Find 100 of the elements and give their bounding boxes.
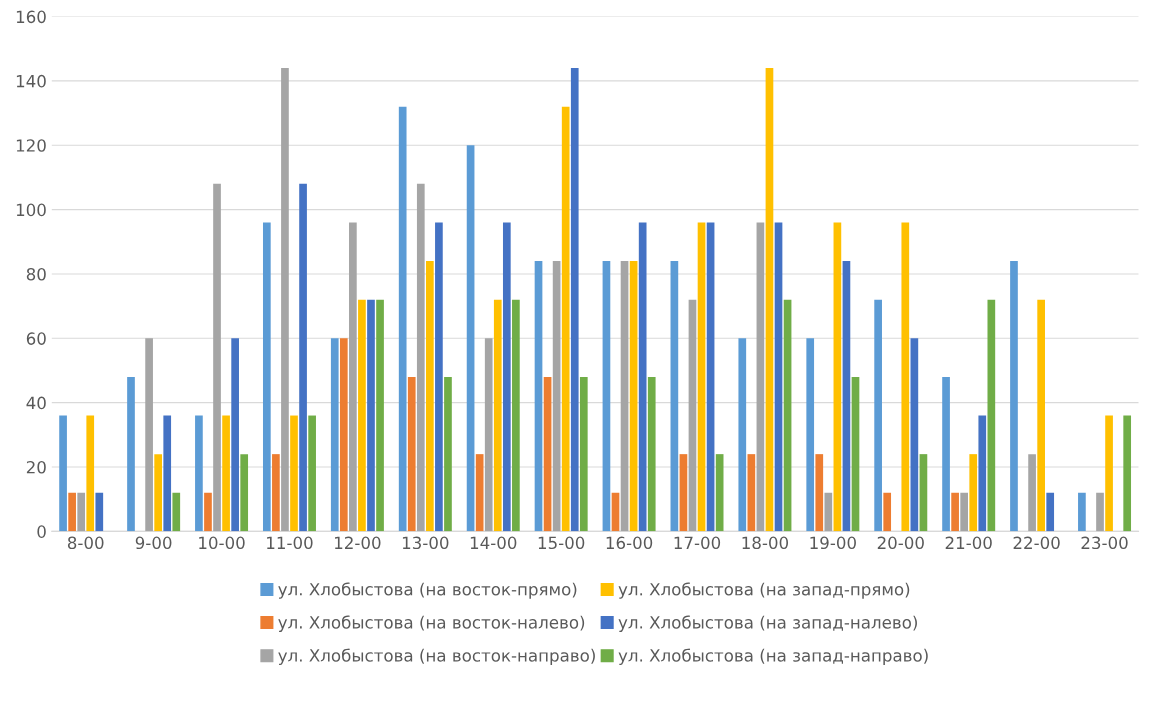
bar — [172, 492, 181, 532]
bar — [570, 68, 579, 532]
x-tick-label: 13-00 — [402, 536, 449, 550]
bar — [349, 222, 357, 532]
bar — [969, 454, 978, 532]
x-tick-label: 19-00 — [810, 536, 856, 550]
legend-label: ул. Хлобыстова (на запад-налево) — [618, 615, 917, 632]
bar — [951, 492, 959, 532]
bar — [145, 338, 153, 532]
bar — [833, 222, 842, 532]
bar — [629, 261, 638, 532]
x-tick-label: 12-00 — [335, 536, 381, 550]
x-tick-label: 17-00 — [674, 536, 721, 550]
bar — [774, 222, 783, 532]
bar — [883, 492, 892, 532]
x-tick-label: 21-00 — [945, 536, 992, 550]
bar — [978, 415, 987, 532]
bar — [154, 454, 163, 532]
bar — [272, 454, 280, 532]
bar — [416, 183, 425, 532]
x-tick-label: 16-00 — [606, 536, 653, 550]
y-tick-label: 20 — [26, 460, 46, 474]
bar — [222, 415, 230, 532]
bar — [815, 454, 824, 532]
bar — [765, 68, 774, 532]
bar — [679, 454, 688, 532]
bar — [1028, 454, 1036, 532]
y-tick-label: 80 — [26, 267, 46, 281]
x-tick-label: 9-00 — [135, 536, 172, 550]
bar — [398, 106, 407, 532]
bar — [552, 261, 561, 532]
bar — [281, 68, 289, 532]
bar — [688, 299, 697, 532]
x-tick-label: 10-00 — [199, 536, 245, 550]
bar — [59, 415, 67, 532]
bar — [738, 338, 747, 532]
x-tick-label: 23-00 — [1081, 536, 1128, 550]
bar — [475, 454, 484, 532]
bar — [204, 492, 212, 532]
bar — [1105, 415, 1113, 532]
bar — [493, 299, 502, 532]
bar — [942, 376, 950, 532]
bar — [95, 492, 104, 532]
bar — [435, 222, 443, 532]
y-tick-label: 140 — [16, 74, 46, 88]
bar — [543, 376, 552, 532]
legend-label: ул. Хлобыстова (на восток-прямо) — [278, 582, 577, 599]
bar — [783, 299, 792, 532]
bar — [77, 492, 86, 532]
bar — [647, 376, 656, 532]
bar — [466, 145, 475, 532]
bar — [308, 415, 316, 532]
bar — [851, 376, 860, 532]
bar — [1046, 492, 1055, 532]
x-tick-label: 8-00 — [67, 536, 104, 550]
legend-label: ул. Хлобыстова (на восток-налево) — [278, 615, 585, 632]
bar — [502, 222, 511, 532]
bar — [240, 454, 249, 532]
x-tick-label: 22-00 — [1013, 536, 1060, 550]
y-tick-label: 40 — [26, 396, 46, 410]
bar — [747, 454, 756, 532]
bar — [842, 261, 851, 532]
bar — [367, 299, 375, 532]
bar — [262, 222, 271, 532]
bar — [910, 338, 919, 532]
legend-label: ул. Хлобыстова (на восток-направо) — [278, 648, 595, 665]
bar — [901, 222, 910, 532]
bar — [824, 492, 833, 532]
bar — [426, 261, 434, 532]
bar — [195, 415, 203, 532]
bar — [1037, 299, 1045, 532]
bar — [444, 376, 452, 532]
bar — [1123, 415, 1132, 532]
legend-label: ул. Хлобыстова (на запад-прямо) — [618, 582, 910, 599]
bar — [697, 222, 706, 532]
bar — [874, 299, 882, 532]
bar — [86, 415, 95, 532]
bar — [1096, 492, 1104, 532]
bar — [290, 415, 298, 532]
bar — [579, 376, 588, 532]
bar — [163, 415, 172, 532]
bar — [638, 222, 647, 532]
x-tick-label: 15-00 — [538, 536, 585, 550]
bar — [987, 299, 996, 532]
bar — [330, 338, 339, 532]
bar — [715, 454, 724, 532]
bar — [1010, 261, 1018, 532]
bar — [620, 261, 629, 532]
bar — [960, 492, 969, 532]
bar — [534, 261, 543, 532]
bar — [756, 222, 765, 532]
bar — [670, 261, 679, 532]
bar — [1078, 492, 1086, 532]
x-tick-label: 11-00 — [267, 536, 313, 550]
x-tick-label: 18-00 — [742, 536, 789, 550]
bar — [561, 106, 570, 532]
bar — [407, 376, 416, 532]
y-tick-label: 100 — [16, 203, 46, 217]
bar — [512, 299, 520, 532]
bar — [611, 492, 620, 532]
